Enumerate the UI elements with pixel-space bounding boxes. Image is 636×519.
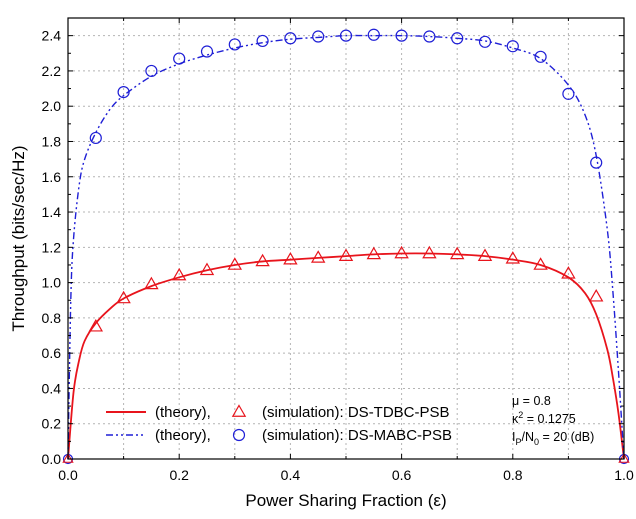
legend: (theory), (simulation): DS-TDBC-PSB (the… [106,404,452,444]
tdbc-simulation-point [255,253,270,267]
tdbc-simulation-point [310,250,326,263]
mabc-simulation-point [478,35,492,48]
legend-label-tdbc-theory: (theory), [155,404,211,421]
mabc-simulation-point [506,40,519,53]
param-kappa-symbol: κ [512,412,519,426]
tdbc-simulation-point [171,267,187,281]
mabc-simulation-point [312,30,325,43]
y-tick-label: 0.4 [42,380,62,396]
parameter-annotations: μ = 0.8 κ2 = 0.1275 IP/N0 = 20 (dB) [512,394,594,447]
y-tick-label: 1.6 [42,169,62,185]
param-n0-subscript: 0 [534,437,539,447]
tdbc-theory-line [67,252,625,460]
param-kappa: κ2 = 0.1275 [512,410,576,426]
tdbc-simulation-point [422,245,437,259]
y-tick-label: 0.0 [42,451,62,467]
legend-triangle-marker [231,404,247,417]
y-tick-labels: 0.0 0.2 0.4 0.6 0.8 1.0 1.2 1.4 1.6 1.8 2.0 2.2 2.4 [42,28,62,467]
tdbc-simulation-point [394,245,409,259]
mabc-simulation-point [395,29,408,42]
x-tick-label: 1.0 [614,467,634,483]
tick-marks [67,18,625,460]
tdbc-simulation-point [505,251,521,264]
y-tick-label: 1.0 [42,275,62,291]
mabc-simulation-point [117,85,130,99]
grid-lines [68,18,624,459]
tdbc-simulation-point [477,248,493,261]
param-ip-symbol: I [512,430,515,444]
param-ip-subscript: P [515,437,521,447]
y-tick-label: 1.2 [42,239,62,255]
mabc-simulation-point [451,32,464,45]
y-tick-label: 1.4 [42,204,62,220]
mabc-simulation-point [534,50,547,63]
tdbc-simulation-point [144,276,159,290]
param-n0-symbol: /N [522,430,535,444]
endpoint-triangle-marker [62,452,74,463]
legend-circle-marker [232,428,246,442]
x-tick-label: 0.0 [58,467,78,483]
mabc-simulation-point [284,32,297,45]
y-tick-label: 2.4 [42,28,62,44]
tdbc-simulation-point [338,248,354,261]
y-tick-label: 2.0 [42,98,62,114]
x-tick-label: 0.6 [392,467,412,483]
y-tick-label: 0.6 [42,345,62,361]
tdbc-simulation-point [561,266,576,279]
series-layer [62,28,630,465]
param-snr: IP/N0 = 20 (dB) [512,430,594,447]
mabc-simulation-point [590,156,603,169]
y-tick-label: 0.8 [42,310,62,326]
tdbc-simulation-point [116,290,131,304]
mabc-simulation-point [89,131,102,145]
mabc-simulation-point [339,29,353,42]
tdbc-simulation-point [588,289,604,302]
legend-label-tdbc-simulation: (simulation): DS-TDBC-PSB [262,404,450,421]
tdbc-simulation-point [88,318,104,332]
tdbc-simulation-point [449,246,465,260]
param-snr-value: = 20 (dB) [539,430,594,444]
y-tick-label: 2.2 [42,63,62,79]
mabc-simulation-point [367,28,380,41]
x-tick-label: 0.2 [169,467,189,483]
param-kappa-value: = 0.1275 [523,412,576,426]
mabc-theory-line [67,34,625,460]
legend-label-mabc-simulation: (simulation): DS-MABC-PSB [262,427,452,444]
x-axis-title: Power Sharing Fraction (ε) [245,491,446,510]
x-tick-label: 0.4 [281,467,301,483]
mabc-simulation-point [145,64,158,78]
x-tick-labels: 0.0 0.2 0.4 0.6 0.8 1.0 [58,467,634,483]
mabc-simulation-point [200,45,214,58]
tdbc-simulation-point [199,262,215,276]
x-tick-label: 0.8 [503,467,523,483]
y-tick-label: 0.2 [42,416,62,432]
mabc-simulation-point [256,34,269,48]
tdbc-simulation-point [533,257,548,270]
tdbc-simulation-point [366,246,382,260]
legend-label-mabc-theory: (theory), [155,427,211,444]
param-mu: μ = 0.8 [512,394,551,408]
mabc-simulation-point [228,38,241,51]
param-kappa-exponent: 2 [518,410,523,420]
y-axis-title: Throughput (bits/sec/Hz) [9,145,28,331]
endpoint-triangle-marker [618,452,630,463]
tdbc-simulation-point [283,251,298,265]
y-tick-label: 1.8 [42,133,62,149]
mabc-simulation-point [173,52,186,65]
tdbc-simulation-point [227,257,243,270]
mabc-simulation-point [562,87,575,100]
mabc-simulation-point [423,30,436,43]
